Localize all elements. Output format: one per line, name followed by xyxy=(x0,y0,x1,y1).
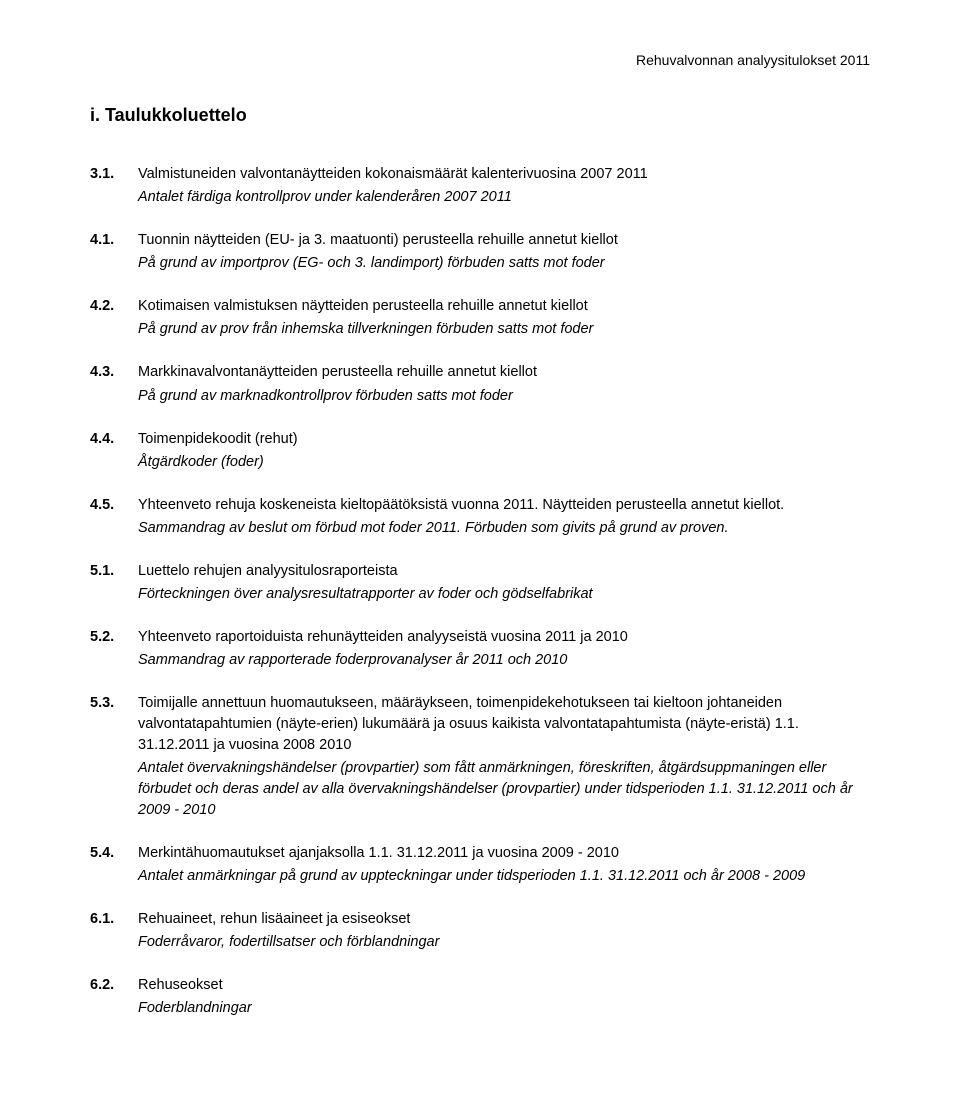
entry-body: Valmistuneiden valvontanäytteiden kokona… xyxy=(138,164,870,210)
entry-number: 4.2. xyxy=(90,296,138,342)
entry-body: Rehuaineet, rehun lisäaineet ja esiseoks… xyxy=(138,909,870,955)
entry-line-translation: Sammandrag av rapporterade foderprovanal… xyxy=(138,650,870,671)
section-heading: i. Taulukkoluettelo xyxy=(90,102,870,128)
entry-number: 4.4. xyxy=(90,429,138,475)
entry: 6.1.Rehuaineet, rehun lisäaineet ja esis… xyxy=(90,909,870,955)
entry-line-translation: Antalet färdiga kontrollprov under kalen… xyxy=(138,187,870,208)
entry: 5.2.Yhteenveto raportoiduista rehunäytte… xyxy=(90,627,870,673)
entry-body: RehuseoksetFoderblandningar xyxy=(138,975,870,1021)
entry-body: Toimijalle annettuun huomautukseen, määr… xyxy=(138,693,870,823)
entry-line-title: Merkintähuomautukset ajanjaksolla 1.1. 3… xyxy=(138,843,870,864)
entry-line-translation: Förteckningen över analysresultatrapport… xyxy=(138,584,870,605)
entry-body: Markkinavalvontanäytteiden perusteella r… xyxy=(138,362,870,408)
entry-line-title: Luettelo rehujen analyysitulosraporteist… xyxy=(138,561,870,582)
entry-line-title: Kotimaisen valmistuksen näytteiden perus… xyxy=(138,296,870,317)
entry-number: 5.4. xyxy=(90,843,138,889)
entry-line-translation: Antalet övervakningshändelser (provparti… xyxy=(138,758,870,821)
entry-body: Merkintähuomautukset ajanjaksolla 1.1. 3… xyxy=(138,843,870,889)
entry-number: 3.1. xyxy=(90,164,138,210)
entry-number: 4.5. xyxy=(90,495,138,541)
entry-number: 4.3. xyxy=(90,362,138,408)
entry-line-translation: På grund av importprov (EG- och 3. landi… xyxy=(138,253,870,274)
entry-line-translation: Foderråvaror, fodertillsatser och förbla… xyxy=(138,932,870,953)
entry-line-title: Tuonnin näytteiden (EU- ja 3. maatuonti)… xyxy=(138,230,870,251)
entry-line-translation: På grund av prov från inhemska tillverkn… xyxy=(138,319,870,340)
entry: 4.2.Kotimaisen valmistuksen näytteiden p… xyxy=(90,296,870,342)
entry-line-translation: Antalet anmärkningar på grund av uppteck… xyxy=(138,866,870,887)
entry-line-title: Rehuseokset xyxy=(138,975,870,996)
entry-line-title: Yhteenveto raportoiduista rehunäytteiden… xyxy=(138,627,870,648)
entry-line-title: Yhteenveto rehuja koskeneista kieltopäät… xyxy=(138,495,870,516)
entry-line-title: Valmistuneiden valvontanäytteiden kokona… xyxy=(138,164,870,185)
entry-number: 4.1. xyxy=(90,230,138,276)
entry-number: 5.3. xyxy=(90,693,138,823)
entry: 4.4.Toimenpidekoodit (rehut)Åtgärdkoder … xyxy=(90,429,870,475)
entry: 5.4.Merkintähuomautukset ajanjaksolla 1.… xyxy=(90,843,870,889)
entry-line-title: Rehuaineet, rehun lisäaineet ja esiseoks… xyxy=(138,909,870,930)
entry: 6.2.RehuseoksetFoderblandningar xyxy=(90,975,870,1021)
entry-body: Yhteenveto rehuja koskeneista kieltopäät… xyxy=(138,495,870,541)
entry-line-title: Toimijalle annettuun huomautukseen, määr… xyxy=(138,693,870,756)
entry-body: Yhteenveto raportoiduista rehunäytteiden… xyxy=(138,627,870,673)
entry-line-translation: Åtgärdkoder (foder) xyxy=(138,452,870,473)
entry-number: 5.2. xyxy=(90,627,138,673)
entry-body: Toimenpidekoodit (rehut)Åtgärdkoder (fod… xyxy=(138,429,870,475)
entry-body: Kotimaisen valmistuksen näytteiden perus… xyxy=(138,296,870,342)
entry-line-translation: Sammandrag av beslut om förbud mot foder… xyxy=(138,518,870,539)
entry-number: 5.1. xyxy=(90,561,138,607)
entry: 3.1.Valmistuneiden valvontanäytteiden ko… xyxy=(90,164,870,210)
entry: 4.1.Tuonnin näytteiden (EU- ja 3. maatuo… xyxy=(90,230,870,276)
entry-body: Luettelo rehujen analyysitulosraporteist… xyxy=(138,561,870,607)
entry: 4.5.Yhteenveto rehuja koskeneista kielto… xyxy=(90,495,870,541)
entry-number: 6.2. xyxy=(90,975,138,1021)
entry-line-title: Markkinavalvontanäytteiden perusteella r… xyxy=(138,362,870,383)
entry: 5.3.Toimijalle annettuun huomautukseen, … xyxy=(90,693,870,823)
entry: 5.1.Luettelo rehujen analyysitulosraport… xyxy=(90,561,870,607)
entry-line-translation: Foderblandningar xyxy=(138,998,870,1019)
entry-number: 6.1. xyxy=(90,909,138,955)
entry-line-title: Toimenpidekoodit (rehut) xyxy=(138,429,870,450)
entry-line-translation: På grund av marknadkontrollprov förbuden… xyxy=(138,386,870,407)
entry-body: Tuonnin näytteiden (EU- ja 3. maatuonti)… xyxy=(138,230,870,276)
entries-list: 3.1.Valmistuneiden valvontanäytteiden ko… xyxy=(90,164,870,1020)
entry: 4.3.Markkinavalvontanäytteiden perusteel… xyxy=(90,362,870,408)
page-header-right: Rehuvalvonnan analyysitulokset 2011 xyxy=(90,50,870,70)
